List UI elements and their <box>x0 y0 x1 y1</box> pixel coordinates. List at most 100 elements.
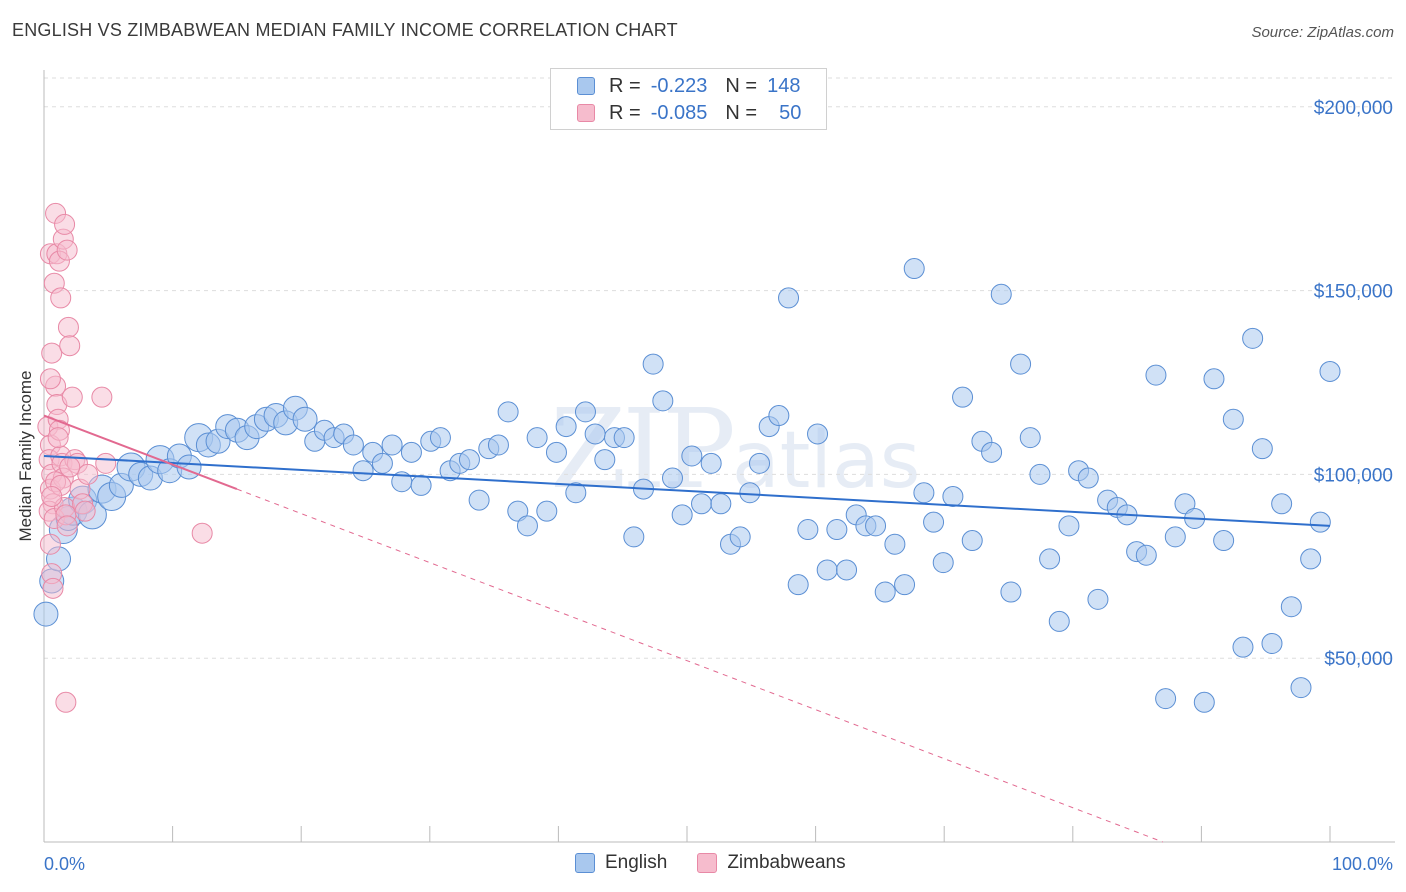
english-point <box>1174 493 1196 515</box>
english-point <box>1058 515 1080 537</box>
english-point <box>1000 581 1022 603</box>
english-point <box>594 449 616 471</box>
correlation-legend: R = -0.223 N = 148 R = -0.085 N = 50 <box>550 68 827 130</box>
english-point <box>981 441 1003 463</box>
english-point <box>990 283 1012 305</box>
x-tick-label: 100.0% <box>1332 854 1393 874</box>
legend-item-english[interactable]: English <box>575 852 667 874</box>
zimbabweans-point <box>77 463 99 485</box>
chart-title: ENGLISH VS ZIMBABWEAN MEDIAN FAMILY INCO… <box>12 20 678 40</box>
english-point <box>1261 632 1283 654</box>
english-point <box>884 533 906 555</box>
english-point <box>1213 530 1235 552</box>
zimbabweans-point <box>55 691 77 713</box>
english-point <box>1222 408 1244 430</box>
english-point <box>1232 636 1254 658</box>
english-r-value: -0.223 <box>650 74 708 97</box>
zimbabweans-point <box>54 213 76 235</box>
y-tick-label: $150,000 <box>1314 282 1393 303</box>
english-point <box>429 427 451 449</box>
english-point <box>1135 544 1157 566</box>
zimbabweans-point <box>59 335 81 357</box>
english-point <box>652 390 674 412</box>
zimbabweans-point <box>41 342 63 364</box>
english-point <box>961 530 983 552</box>
english-point <box>787 574 809 596</box>
english-point <box>1251 438 1273 460</box>
zimbabweans-point <box>42 577 64 599</box>
zimbabweans-point <box>74 500 96 522</box>
y-axis-label: Median Family Income <box>16 370 35 541</box>
english-point <box>1242 327 1264 349</box>
english-point <box>536 500 558 522</box>
english-point <box>613 427 635 449</box>
zimbabweans-point <box>57 316 79 338</box>
english-point <box>565 482 587 504</box>
english-point <box>1145 364 1167 386</box>
english-point <box>1048 610 1070 632</box>
english-point <box>749 452 771 474</box>
legend-item-zimbabweans[interactable]: Zimbabweans <box>697 852 846 874</box>
english-point <box>555 416 577 438</box>
y-tick-label: $100,000 <box>1314 465 1393 486</box>
english-trend-line <box>43 455 1331 527</box>
zimbabweans-trend-extension <box>236 488 1163 843</box>
english-point <box>1309 511 1331 533</box>
english-point <box>1193 691 1215 713</box>
english-point <box>874 581 896 603</box>
english-point <box>352 460 374 482</box>
english-point <box>574 401 596 423</box>
english-point <box>516 515 538 537</box>
zimbabweans-legend-swatch <box>697 853 718 873</box>
english-point <box>1290 677 1312 699</box>
english-point <box>623 526 645 548</box>
chart-source: Source: ZipAtlas.com <box>1251 24 1394 41</box>
english-point <box>768 405 790 427</box>
english-point <box>903 258 925 280</box>
english-point <box>1300 548 1322 570</box>
english-point <box>923 511 945 533</box>
legend-row-english: R = -0.223 N = 148 <box>577 73 800 99</box>
english-point <box>681 445 703 467</box>
y-tick-label: $200,000 <box>1314 98 1393 119</box>
legend-row-zimbabweans: R = -0.085 N = 50 <box>577 100 801 126</box>
english-point <box>342 434 364 456</box>
y-tick-label: $50,000 <box>1324 649 1393 670</box>
english-point <box>1155 688 1177 710</box>
english-point <box>729 526 751 548</box>
zimbabweans-point <box>61 386 83 408</box>
zimbabweans-point <box>91 386 113 408</box>
english-point <box>816 559 838 581</box>
english-point <box>400 441 422 463</box>
english-point <box>952 386 974 408</box>
english-point <box>292 406 318 432</box>
english-point <box>942 485 964 507</box>
english-point <box>507 500 529 522</box>
english-point <box>371 452 393 474</box>
zimbabweans-n-value: 50 <box>779 101 802 124</box>
zimbabweans-r-value: -0.085 <box>650 101 708 124</box>
english-point <box>1087 588 1109 610</box>
english-point <box>1019 427 1041 449</box>
english-point <box>671 504 693 526</box>
english-point <box>913 482 935 504</box>
english-point <box>661 467 683 489</box>
english-point <box>487 434 509 456</box>
zimbabweans-point <box>56 239 78 261</box>
english-point <box>584 423 606 445</box>
english-point <box>410 474 432 496</box>
english-point <box>1010 353 1032 375</box>
english-point <box>807 423 829 445</box>
english-point <box>381 434 403 456</box>
english-point <box>1271 493 1293 515</box>
zimbabweans-swatch <box>577 104 595 122</box>
english-point <box>33 601 59 627</box>
english-point <box>1039 548 1061 570</box>
zimbabweans-point <box>191 522 213 544</box>
zimbabweans-point <box>59 456 81 478</box>
english-point <box>797 519 819 541</box>
english-point <box>1164 526 1186 548</box>
english-point <box>710 493 732 515</box>
english-legend-swatch <box>575 853 595 873</box>
